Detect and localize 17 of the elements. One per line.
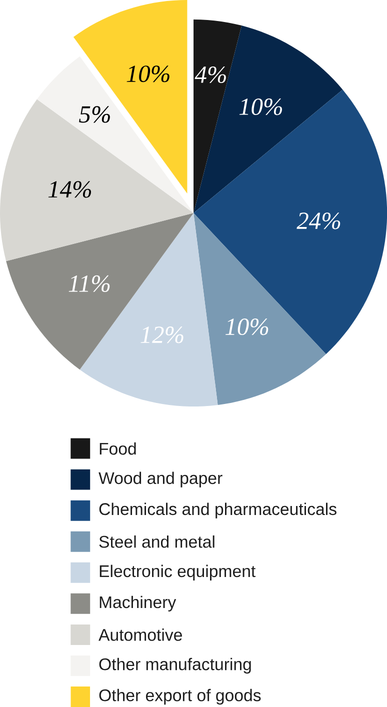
data-label: 10%	[126, 66, 170, 82]
data-label: 4%	[194, 66, 226, 84]
legend-label: Wood and paper	[98, 472, 222, 488]
data-label: 5%	[79, 106, 110, 123]
legend-label: Food	[100, 442, 136, 455]
legend-label: Automotive	[98, 628, 182, 641]
legend-label: Other manufacturing	[99, 658, 251, 674]
legend-label: Other export of goods	[99, 688, 261, 705]
data-label: 24%	[296, 212, 340, 230]
data-label: 10%	[239, 98, 282, 116]
legend-label: Machinery	[100, 596, 176, 612]
legend-label: Electronic equipment	[100, 564, 256, 580]
legend-label: Steel and metal	[99, 535, 214, 548]
legend-label: Chemicals and pharmaceuticals	[99, 502, 336, 518]
data-label: 10%	[226, 318, 268, 336]
data-label: 14%	[48, 181, 91, 198]
data-label: 11%	[68, 275, 110, 292]
